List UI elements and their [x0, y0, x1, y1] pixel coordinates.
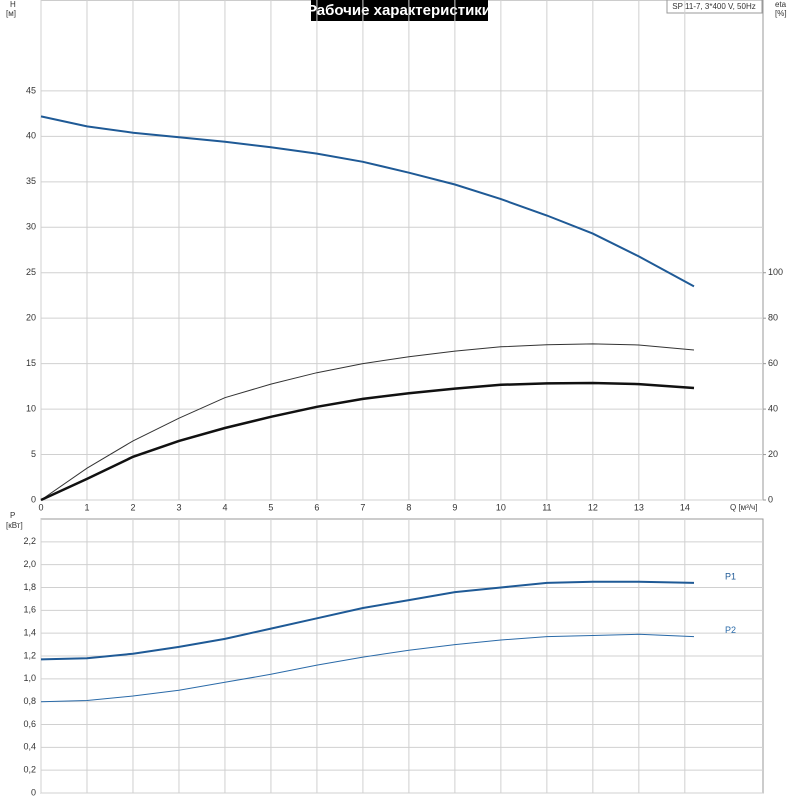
y2-tick-label: 60 — [768, 358, 778, 368]
x-tick-label: 10 — [496, 502, 506, 512]
x-tick-label: 14 — [680, 502, 690, 512]
y-tick-label: 35 — [26, 176, 36, 186]
series-label: P2 — [725, 625, 736, 635]
x-tick-label: 12 — [588, 502, 598, 512]
y-tick-label: 0,8 — [23, 696, 36, 706]
x-tick-label: 11 — [542, 502, 551, 512]
y-tick-label: 1,6 — [23, 605, 36, 615]
y-tick-label: 20 — [26, 313, 36, 323]
y-tick-label: 1,0 — [23, 673, 36, 683]
y2-tick-label: 20 — [768, 449, 778, 459]
subtitle-box — [666, 0, 763, 14]
y2-tick-label: 80 — [768, 313, 778, 323]
y-tick-label: 0,2 — [23, 765, 36, 775]
y-unit: [кВт] — [6, 521, 23, 530]
y-tick-label: 0,6 — [23, 719, 36, 729]
y-tick-label: 15 — [26, 358, 36, 368]
y-tick-label: 1,4 — [23, 628, 36, 638]
x-tick-label: 1 — [84, 502, 89, 512]
x-tick-label: 3 — [176, 502, 181, 512]
x-label: Q [м³/ч] — [730, 503, 757, 512]
x-tick-label: 7 — [360, 502, 365, 512]
y-tick-label: 2,2 — [23, 536, 36, 546]
y-tick-label: 0,4 — [23, 742, 36, 752]
y2-unit: [%] — [775, 9, 787, 18]
y2-tick-label: 100 — [768, 267, 783, 277]
y-label: H — [10, 0, 16, 9]
series-label: P1 — [725, 571, 736, 581]
curve — [40, 580, 695, 661]
y-tick-label: 1,8 — [23, 582, 36, 592]
x-tick-label: 13 — [634, 502, 644, 512]
y-tick-label: 45 — [26, 85, 36, 95]
curve — [40, 115, 695, 288]
y-tick-label: 2,0 — [23, 559, 36, 569]
x-tick-label: 8 — [406, 502, 411, 512]
curve — [40, 381, 695, 502]
y-tick-label: 0 — [31, 787, 36, 797]
y-tick-label: 40 — [26, 131, 36, 141]
y2-label: eta — [775, 0, 787, 9]
title-box — [311, 0, 488, 21]
y-tick-label: 1,2 — [23, 650, 36, 660]
curve — [40, 343, 695, 501]
plot-frame — [40, 0, 764, 501]
x-tick-label: 5 — [268, 502, 273, 512]
x-tick-label: 4 — [222, 502, 227, 512]
curve — [40, 633, 695, 703]
subtitle: SP 11-7, 3*400 V, 50Hz — [672, 2, 755, 11]
x-tick-label: 6 — [314, 502, 319, 512]
y-tick-label: 0 — [31, 494, 36, 504]
x-tick-label: 0 — [38, 502, 43, 512]
y-label: P — [10, 511, 15, 520]
y-tick-label: 25 — [26, 267, 36, 277]
y-tick-label: 10 — [26, 403, 36, 413]
y-tick-label: 5 — [31, 449, 36, 459]
y-unit: [м] — [6, 9, 16, 18]
y2-tick-label: 40 — [768, 403, 778, 413]
y-tick-label: 30 — [26, 222, 36, 232]
x-tick-label: 9 — [452, 502, 457, 512]
x-tick-label: 2 — [130, 502, 135, 512]
chart-title: Рабочие характеристики — [307, 2, 491, 19]
y2-tick-label: 0 — [768, 494, 773, 504]
